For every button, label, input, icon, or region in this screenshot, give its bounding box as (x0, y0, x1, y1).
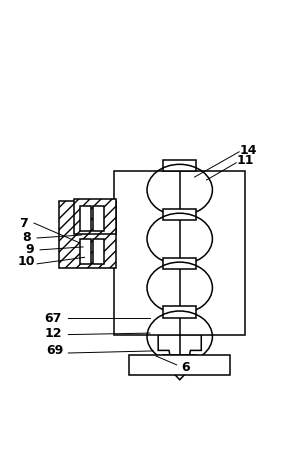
Text: 67: 67 (45, 312, 62, 325)
Text: 10: 10 (18, 255, 35, 268)
Bar (80, 239, 92, 264)
Bar (59, 201, 116, 268)
Text: 7: 7 (19, 217, 28, 229)
Text: 12: 12 (45, 326, 62, 340)
Text: 11: 11 (236, 154, 254, 167)
Text: 8: 8 (22, 231, 31, 245)
Bar (74, 199, 116, 234)
Bar (164, 258, 196, 269)
Bar (80, 206, 92, 230)
Text: 6: 6 (182, 361, 190, 374)
Bar (164, 355, 196, 367)
Text: 69: 69 (46, 344, 64, 358)
Polygon shape (158, 334, 201, 380)
Bar (164, 307, 196, 318)
Text: 9: 9 (25, 244, 34, 256)
Bar (93, 239, 104, 264)
Text: 14: 14 (239, 144, 257, 157)
Bar (164, 209, 196, 220)
Bar (93, 206, 104, 230)
Bar (164, 160, 196, 171)
Bar (129, 355, 230, 375)
Bar (114, 171, 245, 334)
